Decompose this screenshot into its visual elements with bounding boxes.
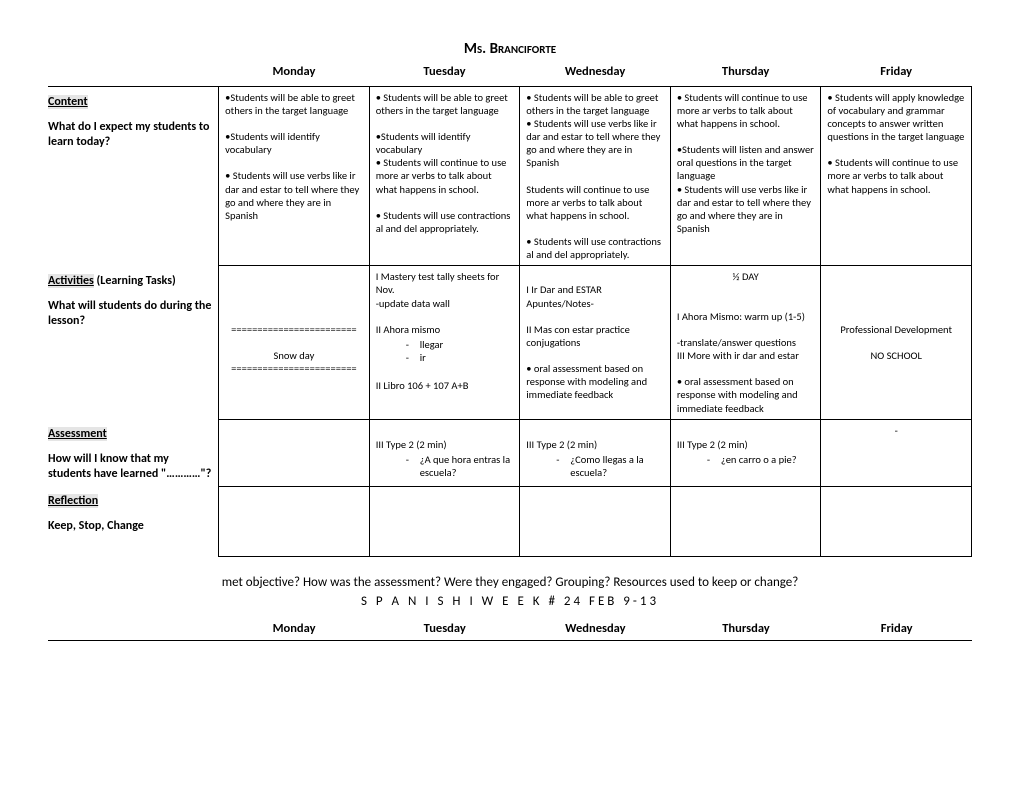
reflection-subheading: Keep, Stop, Change (48, 519, 212, 534)
activities-heading: Activities (48, 274, 94, 288)
reflection-fri (821, 486, 972, 556)
day2-tuesday: Tuesday (369, 609, 520, 641)
activities-thu-top: ½ DAY I Ahora Mismo: warm up (1-5) -tran… (677, 270, 815, 414)
assessment-row: Assessment How will I know that my stude… (48, 419, 972, 486)
day-monday: Monday (219, 60, 370, 86)
content-tue: • Students will be able to greet others … (376, 91, 514, 235)
activities-tue-after: II Libro 106 + 107 A+B (376, 366, 514, 392)
activities-fri: Professional Development NO SCHOOL (827, 270, 965, 362)
content-heading: Content (48, 95, 88, 109)
assessment-fri: - (827, 424, 965, 437)
content-row: Content What do I expect my students to … (48, 86, 972, 266)
assessment-wed: III Type 2 (2 min) (526, 438, 664, 451)
teacher-name: Ms. Branciforte (48, 40, 972, 58)
reflection-tue (369, 486, 520, 556)
reflection-mon (219, 486, 370, 556)
list-item: ir (406, 351, 514, 364)
content-mon: •Students will be able to greet others i… (225, 91, 363, 222)
header-row: Monday Tuesday Wednesday Thursday Friday (48, 60, 972, 86)
activities-subheading: What will students do during the lesson? (48, 299, 212, 329)
content-wed: • Students will be able to greet others … (526, 91, 664, 262)
reflection-wed (520, 486, 671, 556)
assessment-thu-q: ¿en carro o a pie? (707, 453, 815, 466)
activities-mon: ======================== Snow day ======… (225, 270, 363, 375)
content-subheading: What do I expect my students to learn to… (48, 120, 212, 150)
assessment-thu: III Type 2 (2 min) (677, 438, 815, 451)
content-fri: • Students will apply knowledge of vocab… (827, 91, 965, 196)
day2-wednesday: Wednesday (520, 609, 671, 641)
activities-wed: I Ir Dar and ESTAR Apuntes/Notes- II Mas… (526, 270, 664, 401)
activities-row: Activities (Learning Tasks) What will st… (48, 266, 972, 419)
day-tuesday: Tuesday (369, 60, 520, 86)
assessment-subheading: How will I know that my students have le… (48, 452, 212, 482)
list-item: llegar (406, 338, 514, 351)
bottom-days-table: Monday Tuesday Wednesday Thursday Friday (48, 609, 972, 642)
assessment-tue-q: ¿A que hora entras la escuela? (406, 453, 514, 479)
reflection-row: Reflection Keep, Stop, Change (48, 486, 972, 556)
assessment-heading: Assessment (48, 427, 107, 441)
day-wednesday: Wednesday (520, 60, 671, 86)
day-friday: Friday (821, 60, 972, 86)
activities-tue-list: llegar ir (406, 338, 514, 364)
day2-monday: Monday (219, 609, 370, 641)
lesson-plan-table: Monday Tuesday Wednesday Thursday Friday… (48, 60, 972, 557)
activities-heading-plain: (Learning Tasks) (97, 274, 176, 288)
assessment-wed-q: ¿Como llegas a la escuela? (556, 453, 664, 479)
day2-thursday: Thursday (671, 609, 822, 641)
content-thu: • Students will continue to use more ar … (677, 91, 815, 235)
day-thursday: Thursday (670, 60, 821, 86)
reflection-thu (670, 486, 821, 556)
footer-questions: met objective? How was the assessment? W… (48, 575, 972, 590)
day2-friday: Friday (821, 609, 972, 641)
assessment-tue: III Type 2 (2 min) (376, 438, 514, 451)
activities-tue: I Mastery test tally sheets for Nov. -up… (376, 270, 514, 336)
reflection-heading: Reflection (48, 494, 98, 508)
footer-week-line: S P A N I S H I W E E K # 24 FEB 9-13 (48, 594, 972, 609)
